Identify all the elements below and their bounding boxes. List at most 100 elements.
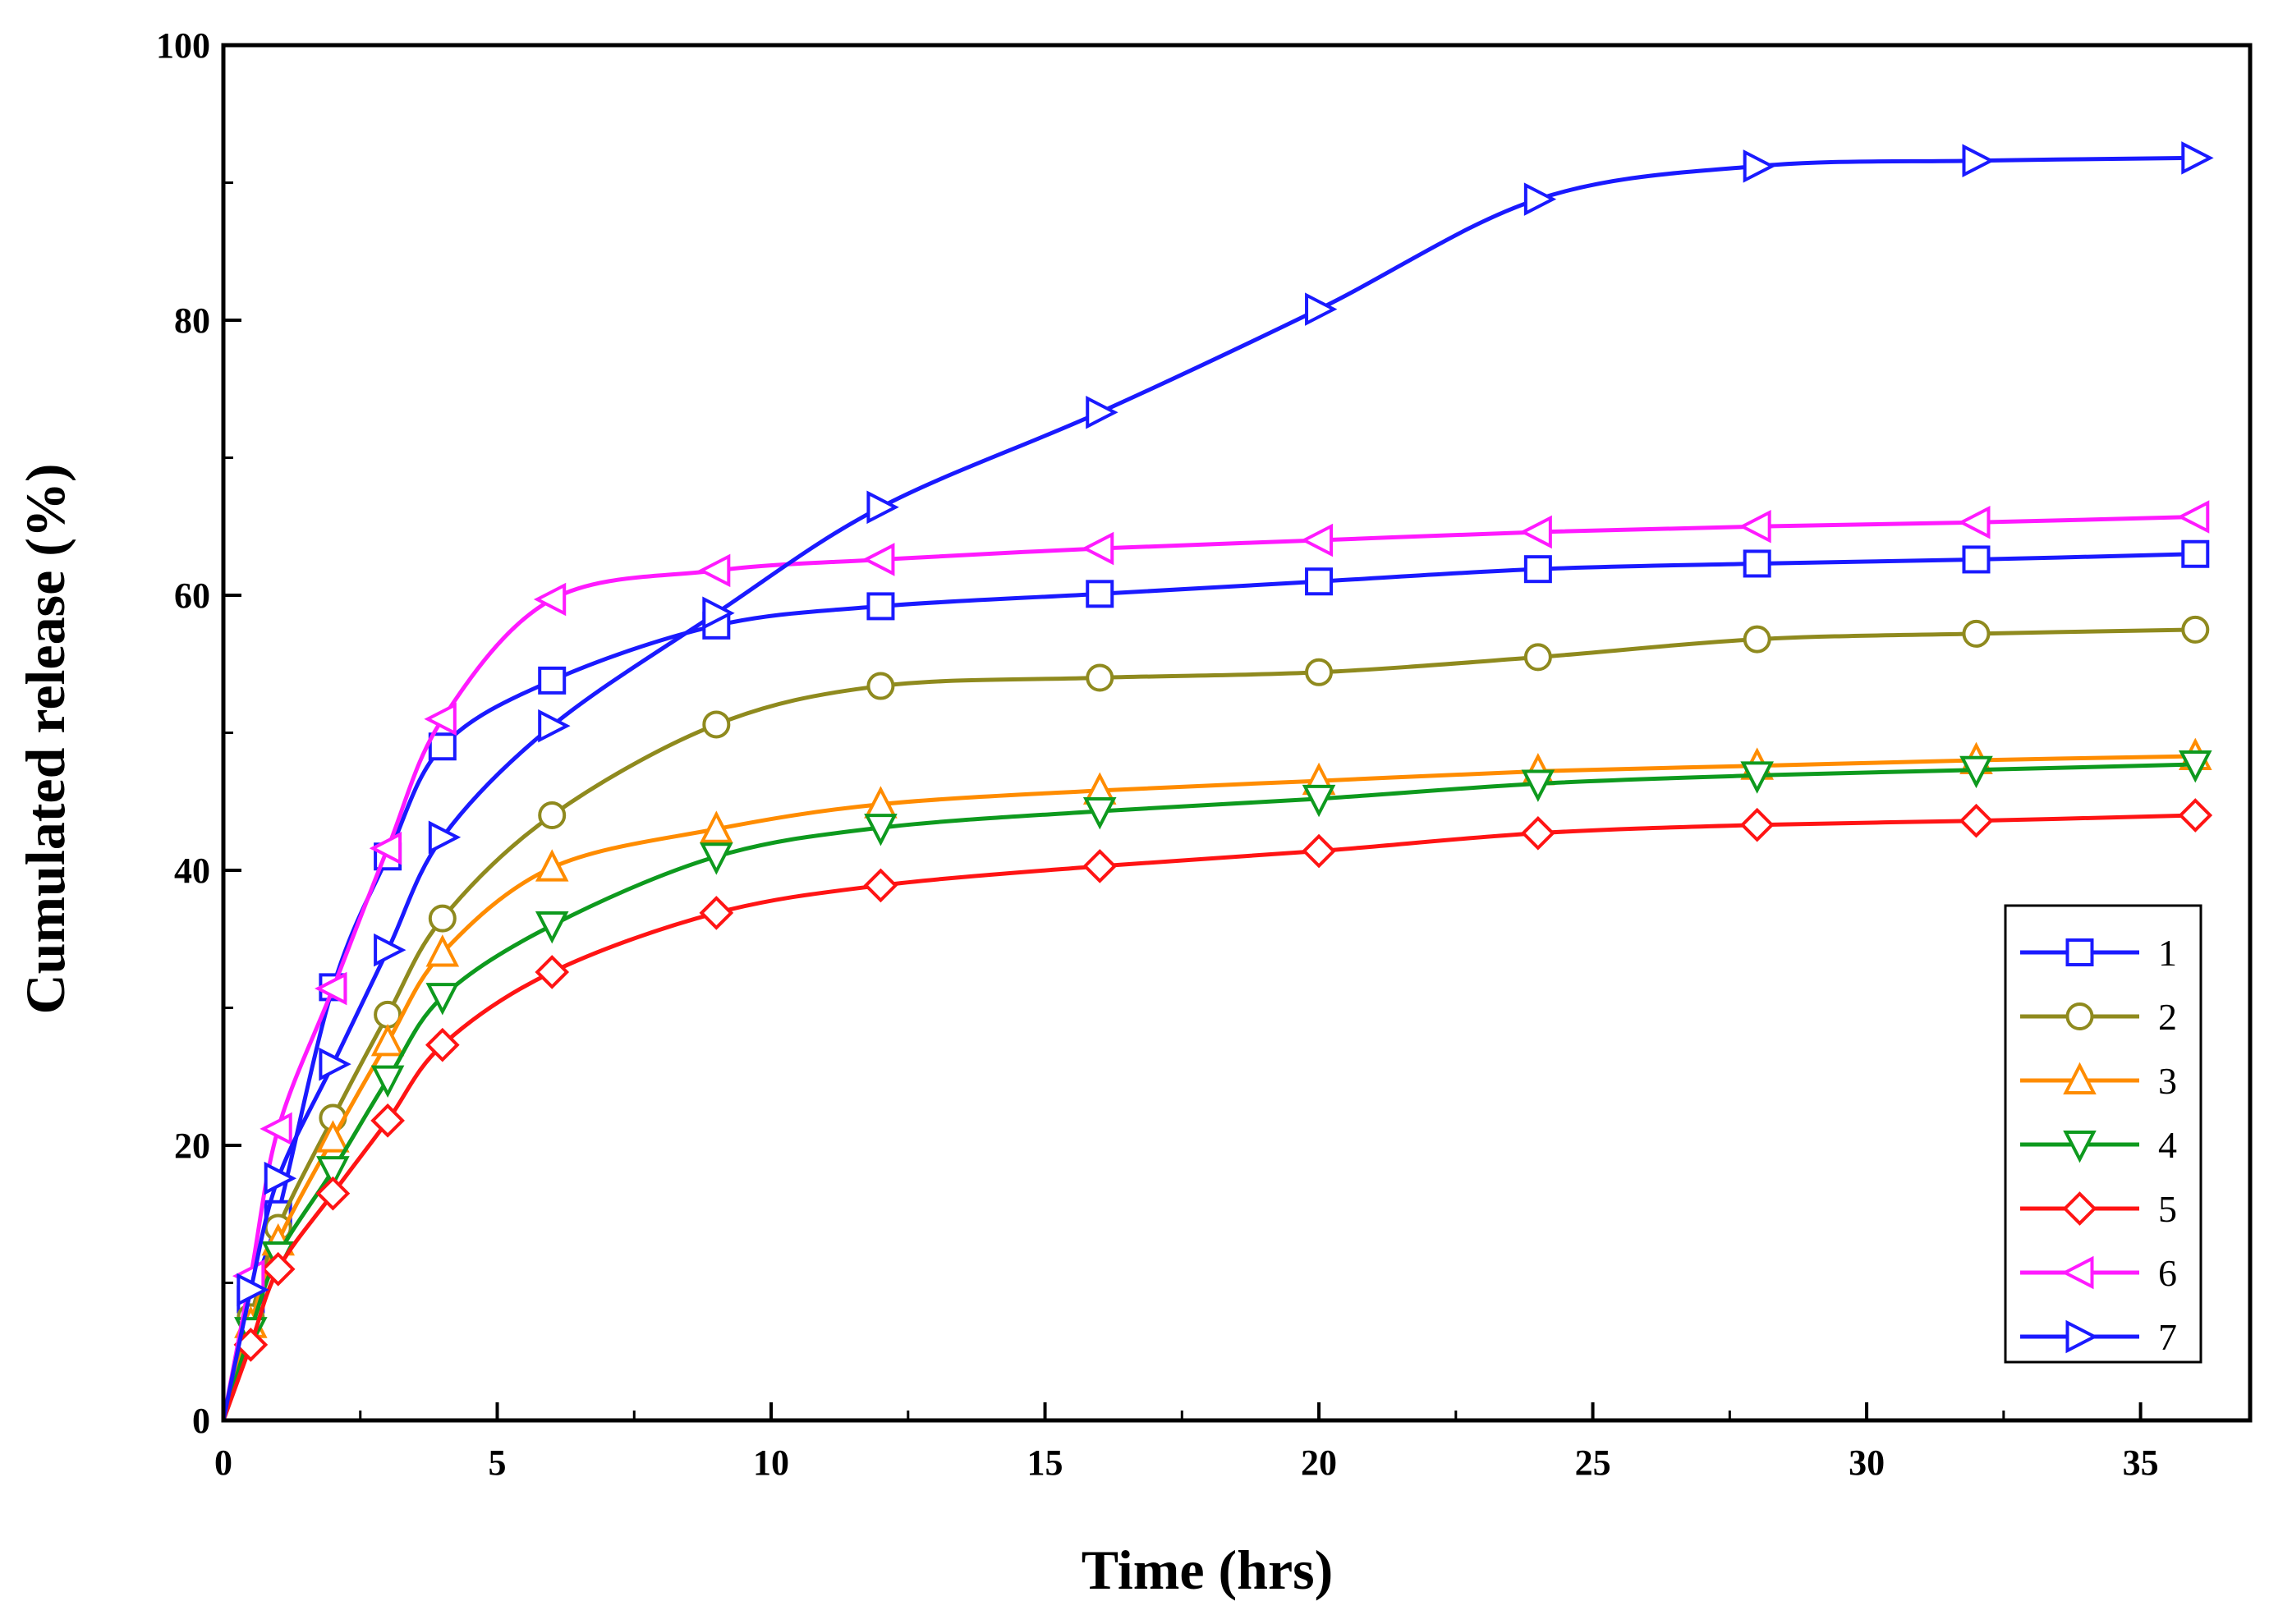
series-5-point-16 bbox=[1082, 849, 1118, 883]
legend-marker-4 bbox=[2063, 1131, 2097, 1163]
series-7-point-28 bbox=[1743, 149, 1776, 183]
series-5-point-6 bbox=[535, 955, 570, 989]
legend-label-4: 4 bbox=[2158, 1124, 2177, 1166]
x-tick-label-20: 20 bbox=[1301, 1443, 1337, 1483]
series-7-point-3 bbox=[374, 933, 406, 967]
series-2-point-16 bbox=[1086, 663, 1114, 692]
series-4-point-9 bbox=[700, 842, 733, 875]
series-2-point-28 bbox=[1743, 625, 1771, 654]
axis-layer: 0 5 10 15 20 25 30 35 0 20 40 60 80 100 bbox=[156, 25, 2159, 1483]
series-5-point-2 bbox=[315, 1176, 351, 1211]
series-7-point-20 bbox=[1305, 292, 1338, 326]
series-1-point-24 bbox=[1523, 555, 1552, 584]
series-6-point-9 bbox=[697, 553, 731, 588]
series-6 bbox=[221, 500, 2210, 1421]
series-6-point-36 bbox=[2176, 500, 2210, 534]
series-5-point-12 bbox=[863, 868, 898, 903]
series-4-point-2 bbox=[316, 1156, 350, 1189]
series-1-line bbox=[221, 552, 2196, 1421]
series-6-point-32 bbox=[1958, 505, 1991, 539]
y-tick-label-80: 80 bbox=[174, 300, 210, 341]
legend-label-7: 7 bbox=[2158, 1316, 2177, 1358]
series-5-point-28 bbox=[1739, 807, 1775, 842]
series-5-point-36 bbox=[2178, 798, 2213, 833]
series-6-point-24 bbox=[1519, 515, 1552, 549]
x-tick-label-5: 5 bbox=[489, 1443, 507, 1483]
series-6-point-1 bbox=[260, 1112, 292, 1146]
legend-marker-6 bbox=[2061, 1255, 2094, 1290]
series-5-point-20 bbox=[1302, 833, 1336, 869]
x-tick-label-25: 25 bbox=[1575, 1443, 1611, 1483]
series-1-point-20 bbox=[1305, 567, 1334, 596]
series-7-point-2 bbox=[319, 1047, 351, 1081]
series-7 bbox=[221, 141, 2214, 1421]
series-4-point-12 bbox=[864, 814, 898, 846]
series-1-point-36 bbox=[2181, 539, 2210, 568]
series-4-point-36 bbox=[2179, 750, 2212, 783]
series-6-point-6 bbox=[533, 582, 567, 617]
series-3-point-6 bbox=[535, 849, 569, 882]
series-2-point-12 bbox=[866, 672, 895, 700]
series-6-point-12 bbox=[862, 543, 895, 576]
series-5-point-1 bbox=[260, 1251, 296, 1287]
series-1-point-4 bbox=[428, 732, 457, 761]
x-tick-label-15: 15 bbox=[1027, 1443, 1063, 1483]
legend-marker-3 bbox=[2063, 1062, 2097, 1094]
series-7-point-12 bbox=[866, 490, 899, 525]
series-2-point-24 bbox=[1523, 643, 1552, 672]
series-7-point-36 bbox=[2181, 141, 2214, 175]
series-7-point-0.5 bbox=[237, 1273, 269, 1307]
legend-label-6: 6 bbox=[2158, 1252, 2177, 1294]
legend-label-5: 5 bbox=[2158, 1188, 2177, 1230]
series-2-point-32 bbox=[1962, 619, 1991, 648]
series-3-point-2 bbox=[316, 1120, 350, 1153]
legend-label-2: 2 bbox=[2158, 996, 2177, 1038]
series-5 bbox=[221, 798, 2213, 1421]
series-2-point-9 bbox=[702, 710, 731, 739]
series-2-point-20 bbox=[1305, 658, 1334, 686]
series-3-point-9 bbox=[700, 810, 733, 843]
series-7-point-6 bbox=[538, 709, 571, 743]
x-tick-label-35: 35 bbox=[2123, 1443, 2159, 1483]
series-5-point-24 bbox=[1521, 815, 1555, 851]
legend-box bbox=[2004, 904, 2202, 1364]
series-6-line bbox=[221, 515, 2196, 1421]
series-4-point-4 bbox=[425, 983, 460, 1016]
series-6-point-4 bbox=[424, 702, 457, 736]
series-1-point-28 bbox=[1743, 549, 1771, 578]
legend-label-3: 3 bbox=[2158, 1060, 2177, 1102]
series-1-point-32 bbox=[1962, 545, 1991, 574]
legend-marker-5 bbox=[2062, 1191, 2097, 1226]
series-6-point-20 bbox=[1300, 523, 1334, 557]
x-tick-label-0: 0 bbox=[214, 1443, 232, 1483]
y-tick-label-20: 20 bbox=[174, 1126, 210, 1166]
series-4-point-20 bbox=[1302, 784, 1336, 818]
series-1-point-16 bbox=[1086, 580, 1114, 608]
y-axis-title: Cumulated release (%) bbox=[14, 463, 76, 1014]
y-tick-label-60: 60 bbox=[174, 576, 210, 616]
series-5-point-3 bbox=[370, 1103, 405, 1138]
series-7-point-32 bbox=[1962, 144, 1995, 177]
series-7-point-24 bbox=[1523, 182, 1557, 216]
series-6-point-2 bbox=[315, 971, 347, 1006]
y-tick-label-40: 40 bbox=[174, 851, 210, 891]
series-7-point-9 bbox=[702, 596, 735, 631]
series-3-point-3 bbox=[370, 1024, 405, 1057]
series-5-point-4 bbox=[425, 1027, 460, 1062]
series-2-point-36 bbox=[2181, 615, 2210, 644]
series-6-point-3 bbox=[369, 831, 402, 865]
y-tick-label-0: 0 bbox=[192, 1401, 210, 1441]
legend: 1 2 3 4 5 6 7 bbox=[2004, 904, 2202, 1364]
legend-marker-7 bbox=[2065, 1319, 2098, 1354]
x-tick-label-10: 10 bbox=[753, 1443, 789, 1483]
series-7-point-16 bbox=[1086, 395, 1118, 429]
y-tick-label-100: 100 bbox=[156, 25, 210, 66]
series-2-point-4 bbox=[428, 904, 457, 933]
series-7-line bbox=[221, 155, 2196, 1421]
series-2-point-6 bbox=[538, 801, 567, 829]
series-4-point-24 bbox=[1521, 769, 1555, 802]
series-4-point-6 bbox=[535, 911, 569, 944]
x-tick-label-30: 30 bbox=[1849, 1443, 1885, 1483]
